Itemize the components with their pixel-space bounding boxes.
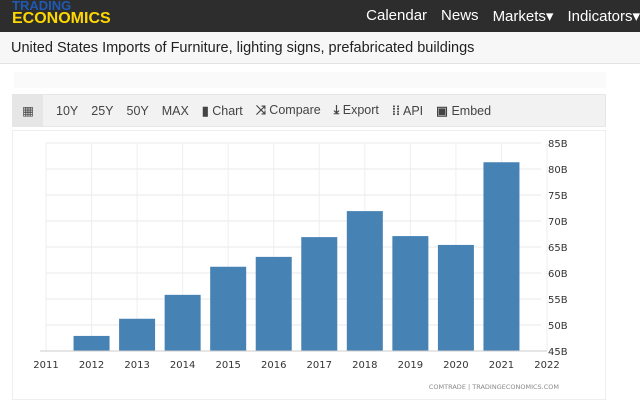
bar-2016 [255, 256, 292, 351]
chart-container [12, 130, 606, 400]
nav-markets[interactable]: Markets▾ [492, 8, 554, 25]
export-button[interactable]: ⤓ Export [334, 103, 379, 118]
api-button[interactable]: ⁞⁞ API [392, 104, 423, 118]
chart-button[interactable]: ▮ Chart [202, 103, 243, 118]
top-nav-bar: TRADING ECONOMICS Calendar News Markets▾ … [0, 0, 640, 32]
bar-2012 [73, 335, 110, 351]
embed-button[interactable]: ▣ Embed [436, 103, 491, 118]
chart-label: Chart [212, 104, 243, 118]
x-tick-label: 2013 [124, 360, 149, 371]
y-tick-label: 85B [548, 139, 568, 150]
x-tick-label: 2019 [398, 360, 423, 371]
nav-calendar[interactable]: Calendar [366, 7, 428, 24]
nav-indicators[interactable]: Indicators▾ [567, 8, 640, 25]
bar-2019 [392, 236, 429, 351]
range-25y-button[interactable]: 25Y [91, 103, 114, 118]
x-tick-label: 2017 [307, 360, 332, 371]
bar-2014 [164, 294, 201, 351]
bar-2015 [210, 266, 247, 351]
x-tick-label: 2014 [170, 360, 195, 371]
bar-2020 [437, 244, 474, 351]
calendar-icon[interactable]: ▦ [13, 95, 43, 126]
y-tick-label: 70B [548, 217, 568, 228]
x-tick-label: 2021 [489, 360, 514, 371]
logo-top: TRADING [12, 0, 72, 13]
y-tick-label: 75B [548, 191, 568, 202]
y-tick-label: 50B [548, 321, 568, 332]
embed-label: Embed [451, 104, 492, 118]
image-icon: ▣ [436, 104, 448, 118]
bar-chart-icon: ▮ [201, 104, 209, 118]
y-tick-label: 80B [548, 165, 568, 176]
bar-2013 [119, 318, 156, 351]
grid-icon: ⁞⁞ [391, 103, 401, 118]
x-tick-label: 2022 [534, 360, 559, 371]
x-tick-label: 2018 [352, 360, 377, 371]
x-tick-label: 2011 [33, 360, 58, 371]
x-tick-label: 2012 [79, 360, 104, 371]
api-label: API [403, 103, 424, 118]
range-max-button[interactable]: MAX [161, 103, 189, 118]
chart-toolbar: ▦ 10Y 25Y 50Y MAX ▮ Chart ⤨ Compare ⤓ Ex… [12, 94, 606, 127]
y-tick-label: 55B [548, 295, 568, 306]
compare-label: Compare [269, 103, 321, 117]
x-tick-label: 2020 [443, 360, 468, 371]
range-50y-button[interactable]: 50Y [126, 103, 149, 118]
y-tick-label: 60B [548, 269, 568, 280]
y-tick-label: 45B [548, 347, 568, 358]
compare-button[interactable]: ⤨ Compare [256, 103, 321, 118]
shuffle-icon: ⤨ [255, 103, 266, 117]
x-tick-label: 2015 [215, 360, 240, 371]
y-tick-label: 65B [548, 243, 568, 254]
title-bar: United States Imports of Furniture, ligh… [0, 32, 640, 64]
bar-2017 [301, 237, 338, 351]
logo-bottom: ECONOMICS [12, 10, 111, 27]
bar-2021 [483, 162, 520, 351]
logo[interactable]: TRADING ECONOMICS [12, 0, 111, 27]
x-tick-label: 2016 [261, 360, 286, 371]
range-10y-button[interactable]: 10Y [56, 103, 79, 118]
source-label: COMTRADE | TRADINGECONOMICS.COM [429, 383, 559, 391]
page-title: United States Imports of Furniture, ligh… [11, 40, 475, 56]
nav-news[interactable]: News [441, 7, 479, 24]
export-label: Export [342, 103, 379, 117]
bar-2018 [346, 211, 383, 351]
blank-panel [14, 72, 606, 88]
download-icon: ⤓ [333, 103, 340, 117]
